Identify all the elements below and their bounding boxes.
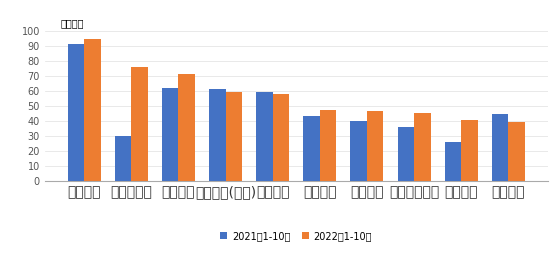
Bar bbox=[320, 110, 337, 181]
Bar bbox=[84, 39, 101, 181]
Bar bbox=[162, 88, 178, 181]
Text: （万辆）: （万辆） bbox=[60, 18, 84, 28]
Bar bbox=[397, 127, 414, 181]
Bar bbox=[115, 136, 131, 181]
Bar bbox=[461, 120, 478, 181]
Bar bbox=[492, 114, 509, 181]
Bar bbox=[367, 111, 383, 181]
Bar bbox=[509, 122, 525, 181]
Bar bbox=[445, 142, 461, 181]
Bar bbox=[350, 122, 367, 181]
Bar bbox=[209, 89, 225, 181]
Bar bbox=[304, 116, 320, 181]
Bar bbox=[68, 44, 84, 181]
Bar bbox=[131, 67, 148, 181]
Bar bbox=[225, 92, 242, 181]
Bar bbox=[256, 92, 273, 181]
Bar bbox=[414, 112, 430, 181]
Bar bbox=[178, 74, 195, 181]
Bar bbox=[273, 94, 289, 181]
Legend: 2021年1-10月, 2022年1-10月: 2021年1-10月, 2022年1-10月 bbox=[216, 227, 376, 245]
